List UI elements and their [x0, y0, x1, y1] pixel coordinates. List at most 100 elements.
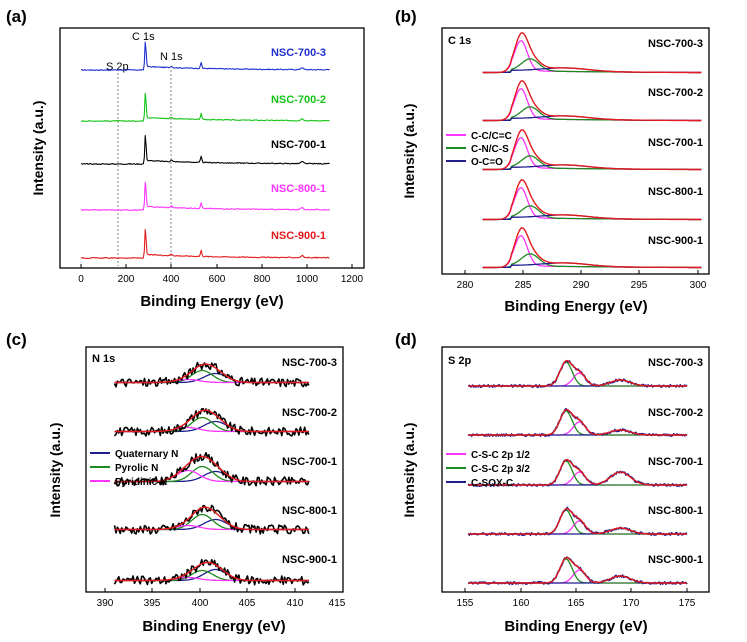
trace-nsc-900-1 — [80, 228, 330, 259]
legend-b: C-C/C=C C-N/C-S O-C=O — [446, 131, 512, 168]
tick-label-a-7: 1200 — [341, 274, 364, 285]
legend-label-b-2: C-N/C-S — [471, 144, 509, 155]
sample-label-b-4: NSC-800-1 — [648, 186, 703, 198]
n1s-envelope-4 — [114, 506, 309, 531]
n1s-envelope-3 — [114, 455, 309, 483]
c1s-envelope-3 — [482, 129, 702, 171]
sample-label-c-1: NSC-700-3 — [282, 357, 337, 369]
s2p-comp-2-1 — [468, 421, 687, 436]
region-title-c: N 1s — [92, 353, 115, 365]
sample-label-c-5: NSC-900-1 — [282, 554, 337, 566]
sample-label-b-3: NSC-700-1 — [648, 137, 703, 149]
trace-nsc-800-1 — [80, 181, 330, 211]
s2p-comp-1-1 — [468, 372, 687, 387]
sample-label-b-2: NSC-700-2 — [648, 87, 703, 99]
x-axis-label-a: Binding Energy (eV) — [140, 293, 283, 310]
tick-label-b-2: 285 — [515, 280, 532, 291]
tick-label-b-3: 290 — [573, 280, 590, 291]
legend-label-c-3: Pyridinic N — [115, 477, 167, 488]
tick-label-d-1: 155 — [457, 598, 474, 609]
series-label-2: NSC-700-2 — [271, 94, 326, 106]
trace-nsc-700-2 — [80, 92, 330, 122]
tick-label-c-1: 390 — [97, 598, 114, 609]
x-axis-ticks-b — [464, 270, 699, 274]
s2p-envelope-1 — [468, 359, 687, 387]
legend-label-b-3: O-C=O — [471, 157, 503, 168]
tick-label-a-3: 400 — [163, 274, 180, 285]
sample-label-d-2: NSC-700-2 — [648, 407, 703, 419]
tick-label-a-1: 0 — [78, 274, 84, 285]
panel-a-label: (a) — [6, 7, 27, 26]
series-label-1: NSC-700-3 — [271, 47, 326, 59]
annot-c1s: C 1s — [132, 31, 155, 43]
region-title-d: S 2p — [448, 355, 472, 367]
y-axis-label-b: Intensity (a.u.) — [401, 104, 417, 199]
panel-b: (b) C 1s NSC-700-3 NSC-700-2 NSC-700-1 N… — [395, 7, 710, 315]
series-label-3: NSC-700-1 — [271, 139, 326, 151]
panel-c-label: (c) — [6, 330, 27, 349]
panel-a: (a) S 2p C 1s N 1s NSC-700-3 NSC-700-2 N… — [6, 7, 365, 310]
legend-d: C-S-C 2p 1/2 C-S-C 2p 3/2 C-SOX-C — [446, 450, 530, 489]
series-label-5: NSC-900-1 — [271, 230, 326, 242]
tick-label-b-4: 295 — [631, 280, 648, 291]
sample-label-d-5: NSC-900-1 — [648, 554, 703, 566]
n1s-envelope-5 — [114, 561, 309, 582]
c1s-envelope-4 — [482, 179, 702, 221]
panel-c: (c) N 1s NSC-700-3 NSC-700-2 NSC-700-1 N… — [6, 330, 346, 635]
s2p-envelope-4 — [468, 507, 687, 535]
tick-label-d-5: 175 — [679, 598, 696, 609]
sample-label-b-1: NSC-700-3 — [648, 38, 703, 50]
tick-label-a-2: 200 — [118, 274, 135, 285]
trace-nsc-700-3 — [81, 41, 330, 71]
x-axis-ticks-c — [104, 588, 344, 592]
sample-label-b-5: NSC-900-1 — [648, 235, 703, 247]
s2p-envelope-2 — [468, 408, 687, 436]
x-axis-label-d: Binding Energy (eV) — [504, 618, 647, 635]
tick-label-c-6: 415 — [329, 598, 346, 609]
s2p-envelope-5 — [468, 556, 687, 584]
legend-label-b-1: C-C/C=C — [471, 131, 512, 142]
panel-d-label: (d) — [395, 330, 417, 349]
legend-label-d-2: C-S-C 2p 3/2 — [471, 464, 530, 475]
sample-label-c-2: NSC-700-2 — [282, 407, 337, 419]
x-axis-label-c: Binding Energy (eV) — [142, 618, 285, 635]
c1s-envelope-5 — [482, 227, 702, 269]
trace-nsc-700-1 — [80, 135, 330, 165]
region-title-b: C 1s — [448, 35, 471, 47]
n1s-envelope-2 — [114, 409, 309, 433]
tick-label-d-4: 170 — [623, 598, 640, 609]
legend-c: Quaternary N Pyrolic N Pyridinic N — [90, 449, 178, 488]
tick-label-c-5: 410 — [287, 598, 304, 609]
s2p-envelope-3 — [468, 458, 687, 486]
panel-b-frame — [441, 27, 710, 275]
y-axis-label-d: Intensity (a.u.) — [401, 423, 417, 518]
tick-label-c-2: 395 — [144, 598, 161, 609]
legend-label-d-1: C-S-C 2p 1/2 — [471, 450, 530, 461]
legend-label-c-2: Pyrolic N — [115, 463, 158, 474]
tick-label-b-1: 280 — [457, 280, 474, 291]
panel-d: (d) S 2p NSC-700-3 NSC-700-2 NSC-700-1 N… — [395, 330, 710, 635]
n1s-envelope-1 — [114, 363, 309, 384]
c1s-envelope-2 — [482, 80, 702, 122]
sample-label-d-4: NSC-800-1 — [648, 505, 703, 517]
sample-label-c-3: NSC-700-1 — [282, 456, 337, 468]
annot-n1s: N 1s — [160, 51, 183, 63]
y-axis-label-c: Intensity (a.u.) — [47, 423, 63, 518]
tick-label-d-3: 165 — [568, 598, 585, 609]
panel-a-frame — [59, 27, 365, 269]
legend-label-d-3: C-SOX-C — [471, 478, 513, 489]
y-axis-label-a: Intensity (a.u.) — [30, 101, 46, 196]
series-label-4: NSC-800-1 — [271, 183, 326, 195]
tick-label-c-4: 405 — [239, 598, 256, 609]
n1s-raw-5 — [113, 558, 310, 586]
tick-label-a-4: 600 — [209, 274, 226, 285]
sample-label-c-4: NSC-800-1 — [282, 505, 337, 517]
tick-label-a-6: 1000 — [296, 274, 319, 285]
panel-b-label: (b) — [395, 7, 417, 26]
x-axis-label-b: Binding Energy (eV) — [504, 298, 647, 315]
tick-label-c-3: 400 — [192, 598, 209, 609]
tick-label-b-5: 300 — [690, 280, 707, 291]
panel-c-frame — [85, 346, 344, 593]
sample-label-d-1: NSC-700-3 — [648, 357, 703, 369]
